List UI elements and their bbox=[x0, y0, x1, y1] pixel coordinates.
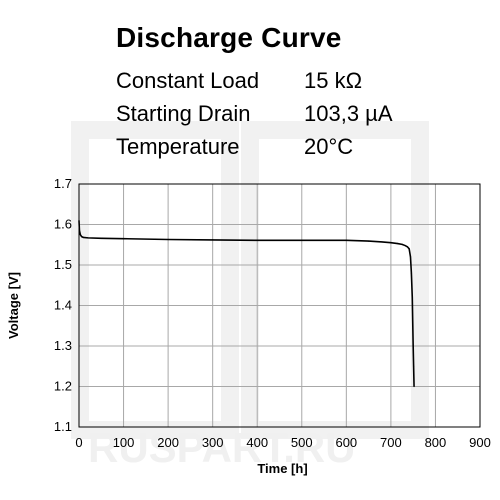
curve-point bbox=[401, 243, 403, 245]
curve-point bbox=[412, 321, 414, 323]
curve-point bbox=[390, 242, 392, 244]
x-tick-label: 0 bbox=[75, 435, 82, 450]
chart-title: Discharge Curve bbox=[116, 22, 342, 53]
starting-drain-value: 103,3 µA bbox=[304, 101, 393, 126]
x-axis-label: Time [h] bbox=[257, 461, 307, 476]
plot-frame bbox=[78, 183, 481, 428]
watermark-shape-left bbox=[71, 121, 239, 439]
curve-point bbox=[87, 237, 89, 239]
curve-point bbox=[212, 239, 214, 241]
temperature-label: Temperature bbox=[116, 134, 240, 159]
x-tick-label: 400 bbox=[246, 435, 268, 450]
y-tick-label: 1.6 bbox=[54, 217, 72, 232]
curve-point bbox=[396, 242, 399, 245]
watermark-text: RUSPART.RU bbox=[88, 424, 356, 471]
y-tick-label: 1.1 bbox=[54, 419, 72, 434]
y-tick-label: 1.3 bbox=[54, 338, 72, 353]
y-tick-label: 1.5 bbox=[54, 257, 72, 272]
curve-point bbox=[82, 236, 85, 239]
curve-point bbox=[408, 248, 410, 250]
discharge-curve-line bbox=[78, 220, 415, 387]
x-tick-label: 200 bbox=[157, 435, 179, 450]
x-tick-label: 600 bbox=[335, 435, 357, 450]
curve-point bbox=[79, 234, 81, 236]
x-tick-label: 800 bbox=[425, 435, 447, 450]
curve-point bbox=[368, 240, 370, 242]
curve-point bbox=[404, 244, 406, 247]
grid bbox=[78, 183, 481, 428]
watermark-shape-right bbox=[241, 121, 429, 439]
y-tick-labels: 1.1 1.2 1.3 1.4 1.5 1.6 1.7 bbox=[54, 176, 72, 434]
y-axis-label: Voltage [V] bbox=[6, 272, 21, 339]
curve-point bbox=[167, 238, 169, 241]
curve-point bbox=[410, 272, 412, 274]
curve-point bbox=[256, 239, 258, 241]
constant-load-label: Constant Load bbox=[116, 68, 260, 93]
curve-point bbox=[301, 239, 303, 241]
temperature-value: 20°C bbox=[304, 134, 354, 159]
x-tick-label: 500 bbox=[291, 435, 313, 450]
curve-point bbox=[413, 385, 415, 388]
x-tick-label: 100 bbox=[113, 435, 135, 450]
curve-point bbox=[81, 236, 83, 238]
starting-drain-label: Starting Drain bbox=[116, 101, 251, 126]
curve-point bbox=[406, 246, 408, 248]
x-tick-label: 900 bbox=[469, 435, 491, 450]
curve-point bbox=[409, 256, 412, 258]
y-tick-label: 1.7 bbox=[54, 176, 72, 191]
y-tick-label: 1.2 bbox=[54, 379, 72, 394]
curve-layer bbox=[78, 219, 415, 388]
x-tick-labels: 0 100 200 300 400 500 600 700 800 900 bbox=[75, 435, 490, 450]
curve-point bbox=[345, 239, 347, 241]
x-tick-label: 300 bbox=[202, 435, 224, 450]
curve-point bbox=[413, 365, 415, 367]
curve-point bbox=[122, 238, 125, 240]
curve-point bbox=[381, 241, 383, 243]
x-tick-label: 700 bbox=[380, 435, 402, 450]
curve-point bbox=[100, 237, 102, 239]
constant-load-value: 15 kΩ bbox=[304, 68, 363, 93]
curve-point bbox=[412, 345, 414, 347]
y-tick-label: 1.4 bbox=[54, 298, 72, 313]
curve-point bbox=[411, 296, 413, 298]
